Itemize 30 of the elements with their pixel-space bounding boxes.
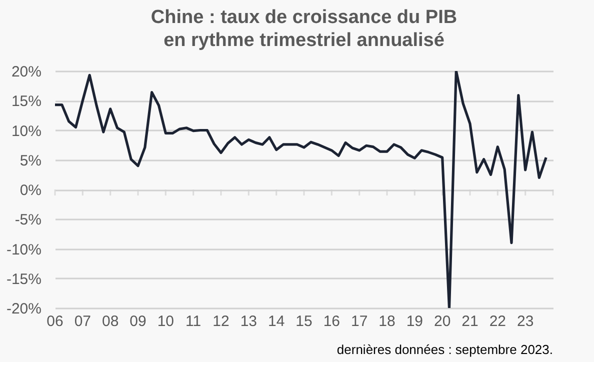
x-tick-label: 14 [268, 313, 285, 330]
x-tick-label: 18 [378, 313, 396, 330]
x-tick-label: 06 [46, 313, 64, 330]
x-tick-label: 20 [434, 313, 451, 330]
x-tick-label: 09 [130, 313, 146, 330]
y-tick-label: -10% [6, 241, 42, 258]
x-tick-label: 23 [516, 313, 534, 330]
y-tick-label: -20% [6, 300, 42, 318]
x-tick-label: 11 [186, 313, 202, 330]
x-tick-label: 21 [462, 313, 478, 330]
x-tick-label: 08 [102, 313, 119, 330]
text: dernières données : septembre 2023. [336, 342, 553, 357]
y-tick-label: 20% [11, 64, 42, 80]
x-tick-label: 10 [157, 313, 174, 330]
y-tick-label: 15% [11, 93, 42, 110]
y-tick-label: 5% [20, 152, 42, 170]
x-tick-label: 16 [323, 313, 340, 330]
x-tick-label: 19 [406, 313, 424, 330]
x-tick-label: 17 [350, 313, 368, 330]
y-tick-label: -15% [6, 270, 42, 288]
y-tick-label: 0% [20, 182, 42, 199]
x-tick-label: 22 [489, 313, 506, 330]
x-tick-label: 15 [296, 313, 312, 330]
x-tick-label: 07 [74, 313, 92, 330]
y-tick-label: 10% [11, 122, 42, 140]
x-tick-label: 13 [240, 313, 258, 330]
line-series [55, 71, 548, 308]
y-tick-label: -5% [14, 212, 42, 229]
chart-title: Chine : taux de croissance du PIB en rythme trimestriel annualisé [150, 7, 458, 51]
x-tick-label: 12 [212, 313, 230, 330]
